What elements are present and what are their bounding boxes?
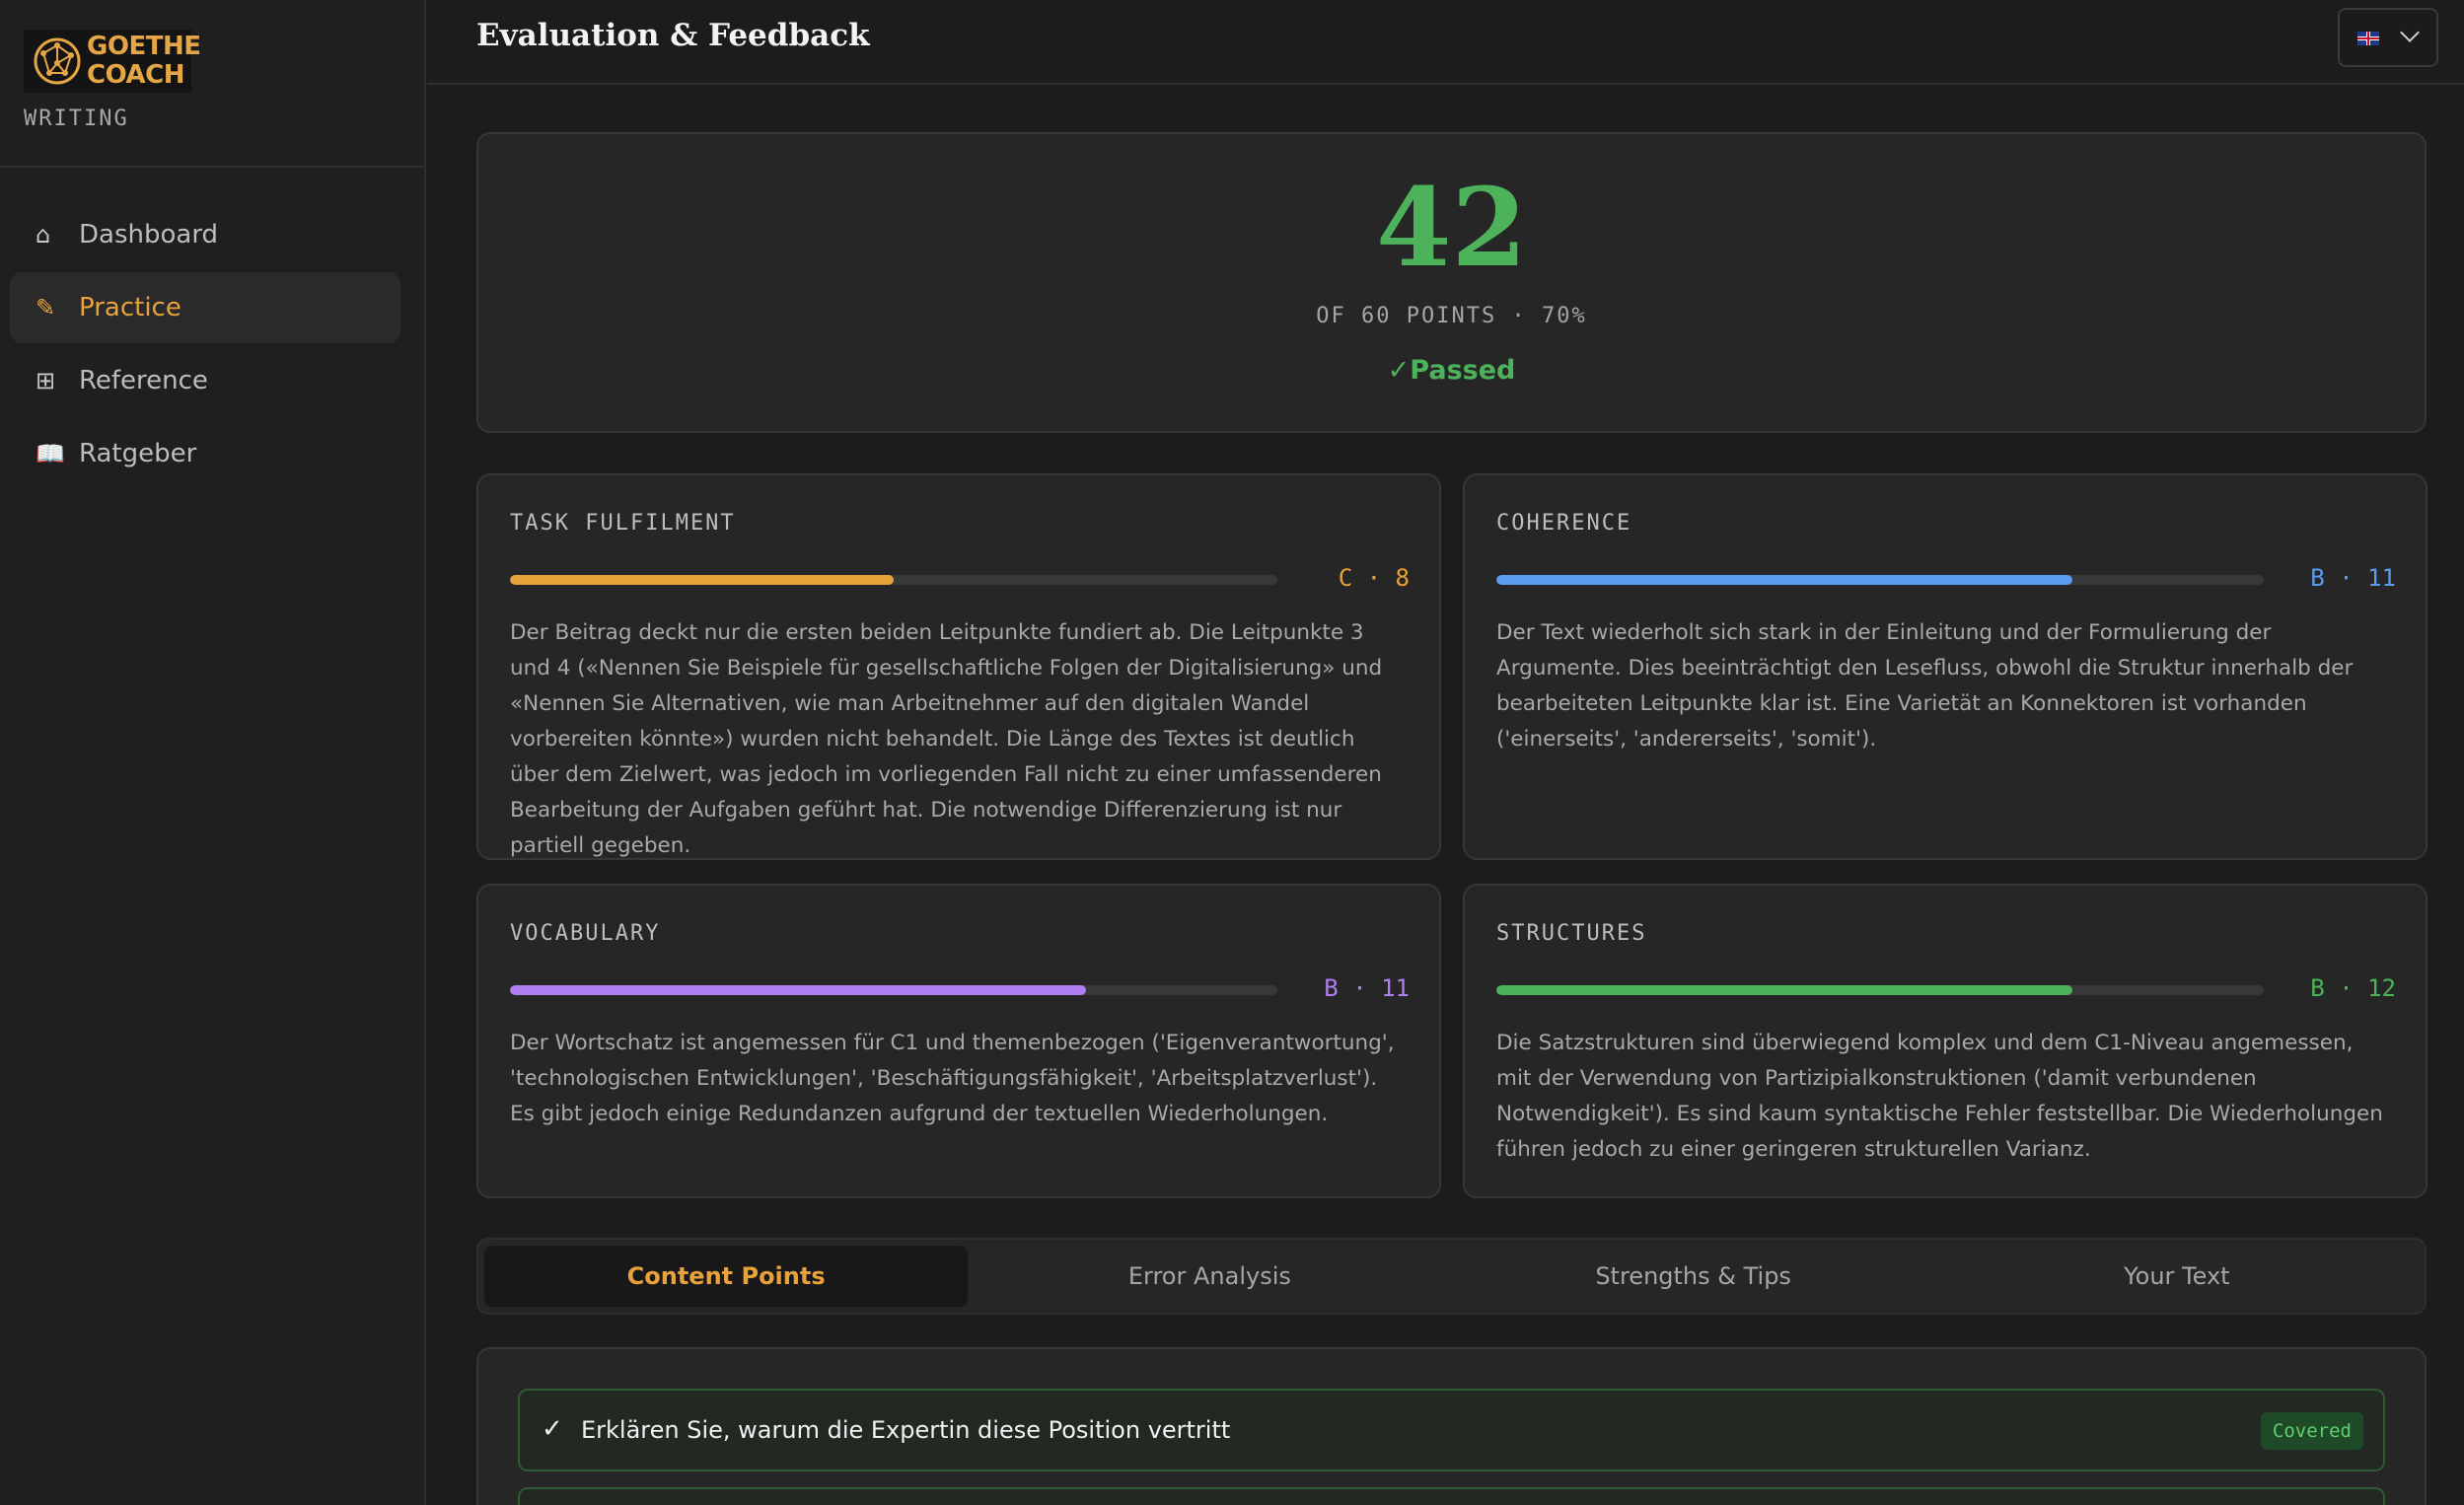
criterion-progress-bar xyxy=(1496,575,2264,585)
sidebar-item-practice[interactable]: ✎ Practice xyxy=(10,272,400,343)
tab-content-points[interactable]: Content Points xyxy=(484,1246,969,1307)
uk-flag-icon xyxy=(2357,32,2379,45)
criterion-grade: C · 8 xyxy=(1338,564,1410,592)
covered-badge: Covered xyxy=(2260,1412,2363,1450)
content-point-text: Erklären Sie, warum die Expertin diese P… xyxy=(581,1416,1231,1444)
grid-icon: ⊞ xyxy=(36,367,56,394)
tab-strengths-tips[interactable]: Strengths & Tips xyxy=(1595,1262,1791,1290)
tab-your-text[interactable]: Your Text xyxy=(2124,1262,2230,1290)
criterion-card-coherence: COHERENCE B · 11 Der Text wiederholt sic… xyxy=(1463,473,2428,860)
criterion-title: STRUCTURES xyxy=(1496,921,1647,946)
criterion-progress-bar xyxy=(510,575,1277,585)
sidebar: GOETHE COACH WRITING ⌂ Dashboard ✎ Pract… xyxy=(0,0,426,1505)
criterion-feedback: Der Beitrag deckt nur die ersten beiden … xyxy=(510,620,1383,858)
logo-line-1: GOETHE xyxy=(87,32,201,61)
book-icon: 📖 xyxy=(36,440,65,467)
criterion-progress-fill xyxy=(1496,575,2072,585)
content-point-item[interactable]: ✓ Erklären Sie, warum die Expertin diese… xyxy=(518,1389,2385,1471)
brand-subtitle: WRITING xyxy=(24,107,129,131)
criterion-feedback: Der Text wiederholt sich stark in der Ei… xyxy=(1496,620,2354,752)
top-bar: Evaluation & Feedback xyxy=(427,0,2464,85)
criterion-grade: B · 12 xyxy=(2310,974,2396,1002)
sidebar-item-label: Ratgeber xyxy=(79,439,197,468)
goethe-coach-logo[interactable]: GOETHE COACH xyxy=(24,30,201,93)
criterion-grade: B · 11 xyxy=(1324,974,1410,1002)
criterion-grade: B · 11 xyxy=(2310,564,2396,592)
sidebar-item-reference[interactable]: ⊞ Reference xyxy=(10,345,400,416)
criterion-title: VOCABULARY xyxy=(510,921,661,946)
score-value: 42 xyxy=(1375,164,1528,291)
criterion-title: COHERENCE xyxy=(1496,511,1632,536)
content-points-panel: ✓ Erklären Sie, warum die Expertin diese… xyxy=(476,1347,2427,1505)
page-title: Evaluation & Feedback xyxy=(476,18,870,53)
sidebar-item-dashboard[interactable]: ⌂ Dashboard xyxy=(10,199,400,270)
score-subtitle: OF 60 POINTS · 70% xyxy=(1316,304,1587,328)
feedback-tabs: Content Points Error Analysis Strengths … xyxy=(476,1238,2427,1315)
sidebar-item-label: Practice xyxy=(79,293,181,322)
logo-line-2: COACH xyxy=(87,60,184,90)
logo-text: GOETHE COACH xyxy=(87,32,201,90)
chevron-down-icon xyxy=(2400,23,2420,42)
content-point-item[interactable] xyxy=(518,1487,2385,1505)
constellation-logo-icon xyxy=(34,37,81,85)
criterion-feedback: Der Wortschatz ist angemessen für C1 und… xyxy=(510,1031,1395,1126)
pencil-icon: ✎ xyxy=(36,294,56,322)
criterion-progress-fill xyxy=(510,575,894,585)
criterion-progress-fill xyxy=(1496,985,2072,995)
brand: GOETHE COACH WRITING xyxy=(0,0,424,168)
checkmark-icon: ✓ xyxy=(542,1414,563,1444)
criterion-progress-fill xyxy=(510,985,1086,995)
criterion-card-structures: STRUCTURES B · 12 Die Satzstrukturen sin… xyxy=(1463,884,2428,1198)
language-selector[interactable] xyxy=(2338,8,2438,67)
criterion-card-task-fulfilment: TASK FULFILMENT C · 8 Der Beitrag deckt … xyxy=(476,473,1441,860)
pass-status: ✓Passed xyxy=(1387,355,1516,386)
criterion-feedback: Die Satzstrukturen sind überwiegend komp… xyxy=(1496,1031,2383,1162)
sidebar-item-label: Dashboard xyxy=(79,220,219,250)
criterion-title: TASK FULFILMENT xyxy=(510,511,736,536)
criterion-card-vocabulary: VOCABULARY B · 11 Der Wortschatz ist ang… xyxy=(476,884,1441,1198)
home-icon: ⌂ xyxy=(36,221,51,249)
sidebar-nav: ⌂ Dashboard ✎ Practice ⊞ Reference 📖 Rat… xyxy=(0,168,424,489)
criterion-progress-bar xyxy=(510,985,1277,995)
sidebar-item-label: Reference xyxy=(79,366,208,395)
tab-error-analysis[interactable]: Error Analysis xyxy=(1127,1262,1291,1290)
score-card: 42 OF 60 POINTS · 70% ✓Passed xyxy=(476,132,2427,433)
sidebar-item-ratgeber[interactable]: 📖 Ratgeber xyxy=(10,418,400,489)
criterion-progress-bar xyxy=(1496,985,2264,995)
